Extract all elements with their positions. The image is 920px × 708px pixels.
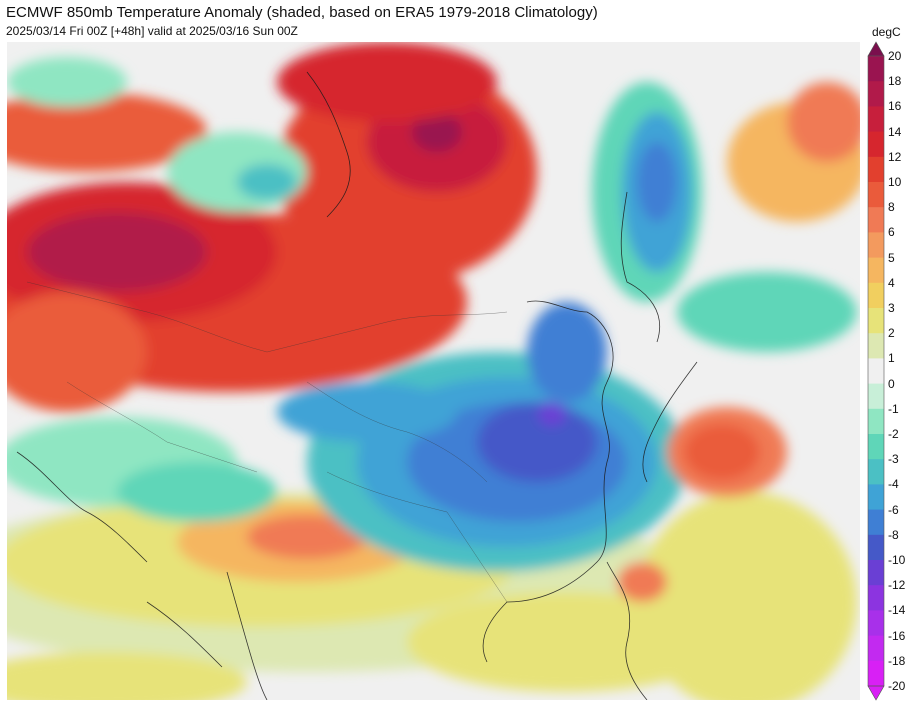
colorbar-tick-label: -12 bbox=[888, 578, 906, 593]
colorbar-swatch bbox=[868, 257, 884, 284]
colorbar-tick-label: -20 bbox=[888, 679, 906, 693]
map-subtitle: 2025/03/14 Fri 00Z [+48h] valid at 2025/… bbox=[6, 24, 298, 38]
colorbar-tick-label: 20 bbox=[888, 49, 902, 63]
colorbar-swatch bbox=[868, 383, 884, 410]
colorbar-tick-label: 6 bbox=[888, 225, 895, 240]
colorbar-tick-label: 14 bbox=[888, 124, 902, 139]
colorbar-tick-label: 16 bbox=[888, 99, 902, 114]
colorbar-tick-label: -2 bbox=[888, 427, 899, 441]
colorbar-swatch bbox=[868, 156, 884, 183]
warm-cold-shading bbox=[7, 42, 860, 700]
colorbar-tick-label: 18 bbox=[888, 74, 902, 89]
colorbar-swatch bbox=[868, 408, 884, 435]
colorbar-extension-max bbox=[867, 41, 885, 57]
colorbar-swatch bbox=[868, 635, 884, 662]
colorbar-tick-label: 0 bbox=[888, 376, 895, 391]
colorbar-frame bbox=[867, 55, 885, 687]
colorbar-tick-label: -6 bbox=[888, 502, 899, 517]
colorbar-swatch bbox=[868, 333, 884, 359]
colorbar-swatch bbox=[868, 610, 884, 637]
anomaly-field bbox=[7, 42, 860, 700]
colorbar-swatch bbox=[868, 131, 884, 158]
borders bbox=[26, 281, 508, 603]
colorbar-swatch bbox=[868, 509, 884, 536]
colorbar-tick-label: -1 bbox=[888, 401, 899, 416]
colorbar-swatch bbox=[868, 660, 884, 687]
colorbar-swatch bbox=[868, 434, 884, 460]
colorbar-swatch bbox=[868, 308, 884, 334]
colorbar-swatch bbox=[868, 358, 884, 385]
colorbar-tick-label: -10 bbox=[888, 553, 906, 567]
map-title: ECMWF 850mb Temperature Anomaly (shaded,… bbox=[6, 4, 598, 21]
colorbar-tick-label: -18 bbox=[888, 653, 906, 668]
colorbar-tick-label: -14 bbox=[888, 603, 906, 618]
colorbar-tick-label: 3 bbox=[888, 301, 895, 315]
colorbar-swatch bbox=[868, 534, 884, 561]
colorbar-swatch bbox=[868, 81, 884, 107]
colorbar-tick-label: 4 bbox=[888, 275, 895, 290]
colorbar-tick-label: 10 bbox=[888, 175, 902, 189]
colorbar-tick-label: 1 bbox=[888, 351, 895, 366]
colorbar-extension-min bbox=[867, 685, 885, 701]
coastlines bbox=[16, 71, 698, 700]
colorbar-unit: degC bbox=[872, 25, 901, 39]
colorbar-swatch bbox=[868, 232, 884, 259]
colorbar-tick-label: -8 bbox=[888, 527, 899, 542]
colorbar-tick-label: -3 bbox=[888, 452, 899, 467]
colorbar-tick-label: 8 bbox=[888, 200, 895, 215]
colorbar-tick-label: 2 bbox=[888, 326, 895, 341]
colorbar bbox=[867, 41, 885, 701]
colorbar-swatch bbox=[868, 182, 884, 208]
anomaly-map[interactable] bbox=[7, 42, 860, 700]
colorbar-tick-label: 12 bbox=[888, 149, 902, 164]
colorbar-swatch bbox=[868, 207, 884, 233]
colorbar-swatch bbox=[868, 282, 884, 309]
colorbar-swatch bbox=[868, 459, 884, 485]
colorbar-swatch bbox=[868, 585, 884, 611]
colorbar-swatch bbox=[868, 560, 884, 586]
colorbar-tick-label: -4 bbox=[888, 477, 899, 492]
colorbar-swatch bbox=[868, 106, 884, 133]
colorbar-swatch bbox=[868, 484, 884, 511]
colorbar-tick-label: -16 bbox=[888, 628, 906, 643]
colorbar-swatch bbox=[868, 56, 884, 82]
colorbar-tick-label: 5 bbox=[888, 250, 895, 265]
